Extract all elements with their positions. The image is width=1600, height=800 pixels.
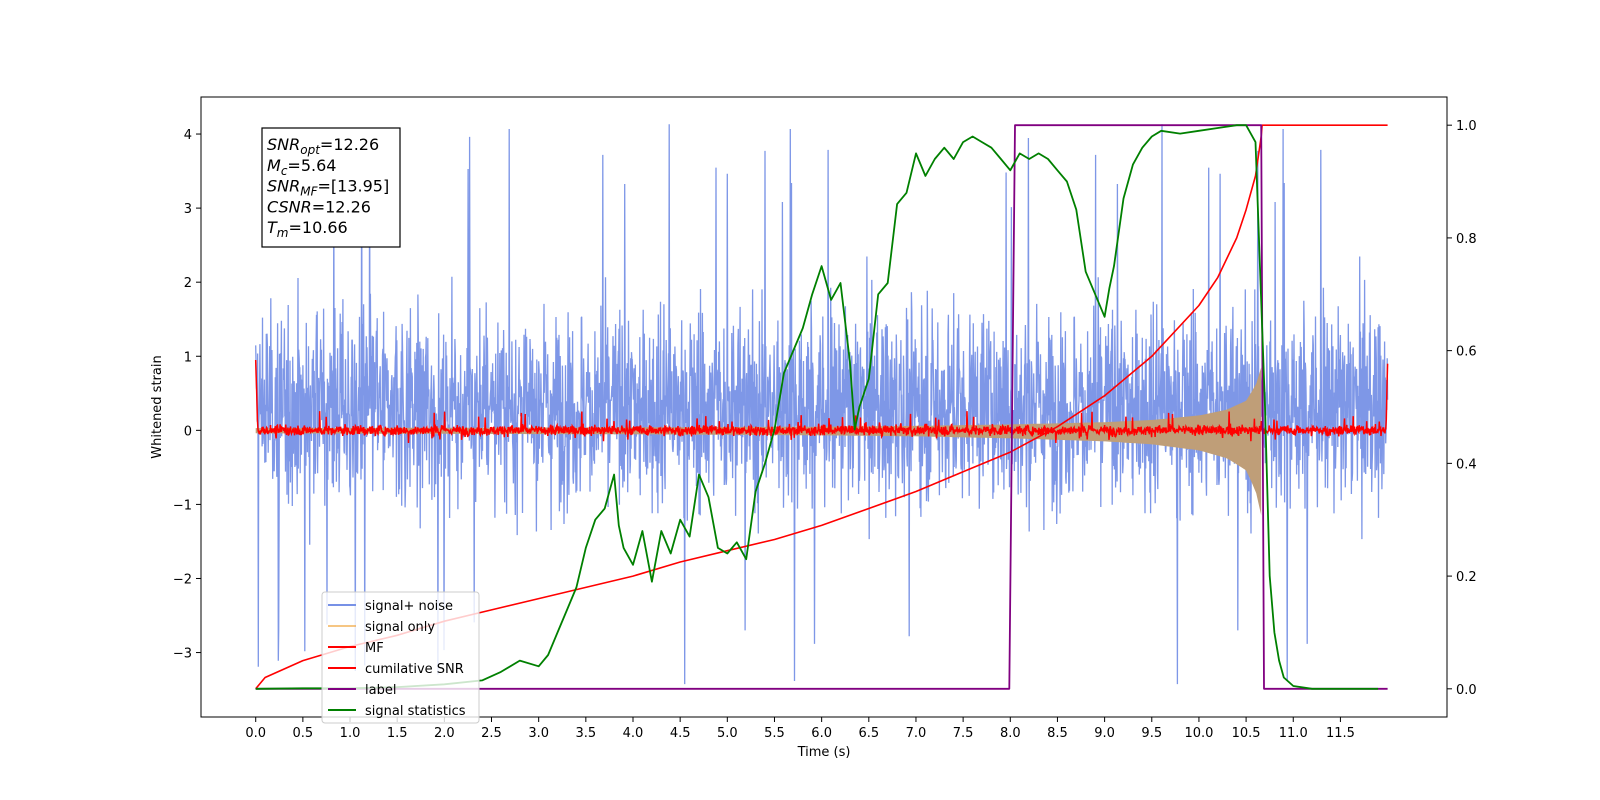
x-tick-label: 6.0 <box>811 726 832 741</box>
x-tick-label: 5.5 <box>764 726 785 741</box>
x-tick-label: 8.0 <box>1000 726 1021 741</box>
y-right-tick-label: 0.2 <box>1456 570 1477 585</box>
x-tick-label: 6.5 <box>858 726 879 741</box>
y-left-tick-label: −3 <box>173 647 192 662</box>
annotation-subscript: m <box>277 226 289 240</box>
series-label <box>255 124 1388 690</box>
y-left-tick-label: 0 <box>184 424 192 439</box>
y-left-tick-label: −1 <box>173 498 192 513</box>
x-tick-label: 0.5 <box>293 726 314 741</box>
legend-entry: MF <box>365 641 384 656</box>
annotation-value: =[13.95] <box>318 177 390 196</box>
annotation-line: Tm=10.66 <box>267 218 348 240</box>
x-tick-label: 8.5 <box>1047 726 1068 741</box>
annotation-subscript: opt <box>300 143 321 157</box>
annotation-box: SNRopt=12.26Mc=5.64SNRMF=[13.95]CSNR=12.… <box>261 127 401 248</box>
y-left-tick-label: 4 <box>184 128 192 143</box>
x-tick-label: 0.0 <box>245 726 266 741</box>
annotation-symbol: M <box>267 156 281 175</box>
annotation-line: CSNR=12.26 <box>267 197 371 216</box>
y-right-tick-label: 0.6 <box>1456 345 1477 360</box>
x-tick-label: 3.5 <box>575 726 596 741</box>
legend: signal+ noise signal only MF cumilative SNR… <box>321 591 480 724</box>
y-right-tick-label: 1.0 <box>1456 119 1477 134</box>
series-mf <box>254 359 1389 444</box>
x-tick-label: 9.0 <box>1094 726 1115 741</box>
annotation-symbol: SNR <box>267 177 300 196</box>
annotation-line: Mc=5.64 <box>267 156 336 178</box>
series-signal-statistics <box>255 124 1379 690</box>
x-tick-label: 1.0 <box>340 726 361 741</box>
x-tick-label: 7.5 <box>953 726 974 741</box>
annotation-frame <box>261 127 401 248</box>
annotation-line: SNRopt=12.26 <box>267 135 379 157</box>
series-signal-noise <box>255 124 1389 685</box>
y-right-tick-label: 0.8 <box>1456 232 1477 247</box>
x-tick-label: 2.0 <box>434 726 455 741</box>
y-right-tick-label: 0.4 <box>1456 457 1477 472</box>
x-tick-label: 4.0 <box>623 726 644 741</box>
y-axis-left: 4 3 2 1 0 −1 −2 −3 <box>173 128 201 662</box>
legend-entry: signal statistics <box>365 704 466 719</box>
legend-entry: signal+ noise <box>365 599 453 614</box>
x-tick-label: 10.5 <box>1232 726 1261 741</box>
x-tick-label: 3.0 <box>528 726 549 741</box>
x-tick-label: 11.0 <box>1279 726 1308 741</box>
x-tick-label: 9.5 <box>1141 726 1162 741</box>
annotation-value: =5.64 <box>287 156 336 175</box>
x-tick-label: 4.5 <box>670 726 691 741</box>
y-axis-right: 1.0 0.8 0.6 0.4 0.2 0.0 <box>1447 119 1477 698</box>
annotation-symbol: SNR <box>267 135 300 154</box>
x-tick-label: 7.0 <box>906 726 927 741</box>
y-left-tick-label: 2 <box>184 276 192 291</box>
legend-entry: signal only <box>365 620 435 635</box>
x-tick-label: 11.5 <box>1326 726 1355 741</box>
legend-frame <box>321 591 480 724</box>
legend-entry: label <box>365 683 396 698</box>
y-left-tick-label: 3 <box>184 202 192 217</box>
legend-entry: cumilative SNR <box>365 662 464 677</box>
axes-frame <box>200 96 1448 718</box>
annotation-subscript: c <box>281 164 288 178</box>
annotation-subscript: MF <box>300 185 318 199</box>
annotation-value: =12.26 <box>320 135 379 154</box>
annotation-line: SNRMF=[13.95] <box>267 177 389 199</box>
annotation-value: =10.66 <box>288 218 347 237</box>
y-right-tick-label: 0.0 <box>1456 683 1477 698</box>
x-tick-label: 10.0 <box>1184 726 1213 741</box>
annotation-symbol: T <box>267 218 278 237</box>
x-axis: 0.0 0.5 1.0 1.5 2.0 2.5 3.0 3.5 4.0 4.5 5.0 5.5 6.0 6… <box>245 717 1355 741</box>
x-tick-label: 1.5 <box>387 726 408 741</box>
y-left-tick-label: −2 <box>173 572 192 587</box>
x-tick-label: 2.5 <box>481 726 502 741</box>
annotation-value: =12.26 <box>312 197 371 216</box>
x-tick-label: 5.0 <box>717 726 738 741</box>
y-axis-label: Whitened strain <box>150 355 165 458</box>
annotation-symbol: CSNR <box>267 197 312 216</box>
y-left-tick-label: 1 <box>184 350 192 365</box>
x-axis-label: Time (s) <box>797 745 851 760</box>
